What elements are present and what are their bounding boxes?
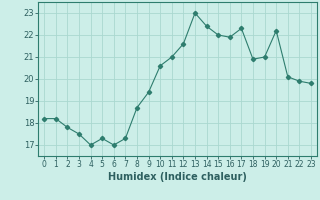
X-axis label: Humidex (Indice chaleur): Humidex (Indice chaleur) <box>108 172 247 182</box>
